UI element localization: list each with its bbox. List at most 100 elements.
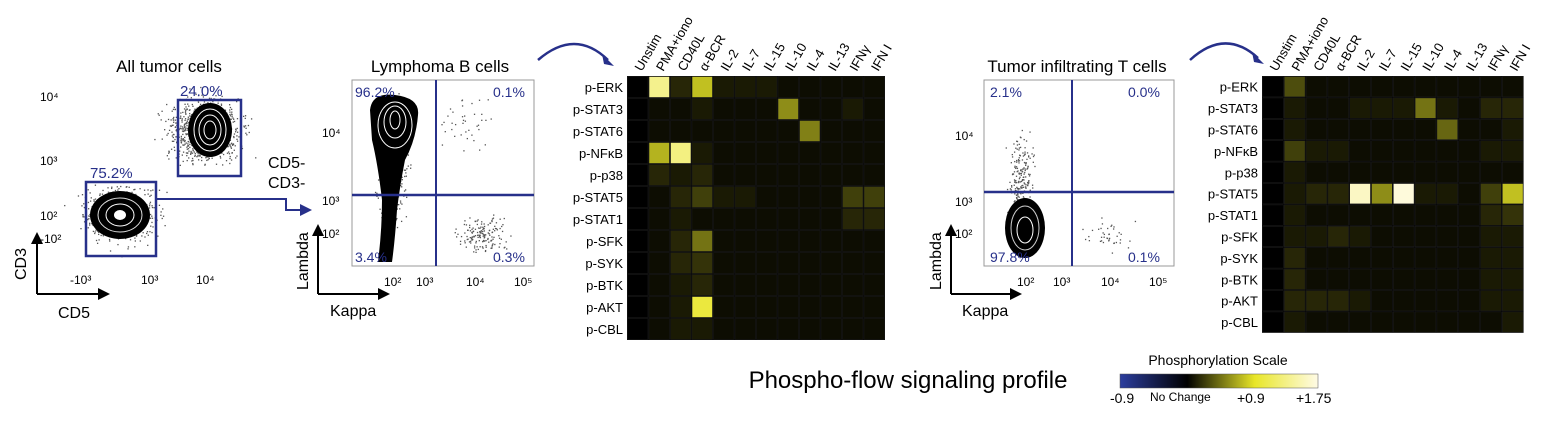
event-dot	[89, 213, 91, 216]
event-dot	[243, 125, 245, 127]
heatmap-cell	[734, 186, 756, 208]
event-dot	[112, 175, 114, 177]
event-dot	[1007, 211, 1009, 214]
heatmap-cell	[777, 296, 799, 318]
event-dot	[199, 103, 202, 106]
event-dot	[96, 230, 99, 232]
event-dot	[1101, 217, 1103, 219]
event-dot	[1021, 159, 1024, 161]
event-dot	[157, 235, 159, 237]
event-dot	[1020, 186, 1022, 188]
event-dot	[149, 201, 152, 203]
event-dot	[147, 189, 149, 191]
population-contour-lower	[90, 191, 150, 239]
event-dot	[1017, 187, 1020, 190]
heatmap-cell	[842, 208, 864, 230]
event-dot	[1024, 153, 1026, 155]
event-dot	[491, 231, 494, 233]
event-dot	[171, 140, 174, 142]
event-dot	[487, 99, 489, 101]
heatmap-cell	[1305, 311, 1328, 333]
event-dot	[403, 169, 406, 171]
heatmap-cell	[1414, 97, 1437, 119]
event-dot	[505, 241, 507, 243]
event-dot	[134, 188, 136, 191]
heatmap-cell	[1262, 268, 1284, 290]
event-dot	[206, 159, 208, 162]
event-dot	[503, 217, 505, 220]
event-dot	[170, 125, 173, 127]
event-dot	[1014, 180, 1016, 182]
heatmap-cell	[1262, 247, 1284, 269]
event-dot	[451, 122, 453, 124]
event-dot	[197, 153, 199, 155]
heatmap-cell	[1393, 97, 1415, 119]
heatmap-cell	[1327, 161, 1350, 183]
event-dot	[1111, 224, 1113, 226]
event-dot	[1027, 184, 1029, 187]
heatmap-cell	[756, 76, 778, 98]
event-dot	[1019, 155, 1022, 157]
event-dot	[492, 228, 495, 230]
event-dot	[482, 247, 484, 249]
event-dot	[1120, 233, 1122, 235]
event-dot	[1017, 192, 1019, 195]
event-dot	[173, 146, 175, 148]
event-dot	[1011, 186, 1013, 188]
event-dot	[499, 227, 501, 230]
event-dot	[229, 144, 231, 146]
event-dot	[231, 114, 233, 116]
event-dot	[102, 235, 104, 237]
event-dot	[487, 224, 489, 226]
event-dot	[495, 222, 498, 224]
event-dot	[464, 232, 466, 234]
event-dot	[404, 189, 407, 191]
event-dot	[1034, 165, 1036, 168]
heatmap-cell	[777, 230, 799, 252]
event-dot	[190, 150, 192, 153]
heatmap-cell	[1349, 76, 1371, 98]
heatmap-cell	[1393, 311, 1415, 333]
event-dot	[107, 191, 110, 193]
event-dot	[192, 150, 194, 152]
event-dot	[117, 243, 119, 246]
heatmap-cell	[756, 208, 778, 230]
event-dot	[1014, 165, 1016, 167]
event-dot	[499, 242, 501, 245]
event-dot	[175, 129, 177, 132]
heatmap-cell	[1284, 247, 1306, 269]
event-dot	[207, 102, 209, 104]
heatmap-cell	[1305, 290, 1328, 312]
event-dot	[1020, 193, 1022, 195]
event-dot	[1020, 169, 1022, 171]
event-dot	[488, 229, 491, 232]
population-contour	[370, 94, 419, 262]
heatmap-cell	[1371, 226, 1393, 248]
event-dot	[185, 123, 187, 125]
heatmap-cell	[777, 120, 799, 142]
event-dot	[94, 184, 97, 186]
heatmap-cell	[1284, 76, 1306, 98]
event-dot	[172, 136, 174, 139]
heatmap-cell	[1327, 140, 1350, 162]
event-dot	[168, 150, 170, 152]
event-dot	[180, 115, 182, 117]
event-dot	[194, 152, 196, 155]
heatmap-cell	[1371, 140, 1393, 162]
event-dot	[1103, 233, 1106, 236]
event-dot	[87, 201, 90, 204]
heatmap-cell	[627, 120, 649, 142]
event-dot	[1023, 154, 1026, 156]
event-dot	[1017, 195, 1019, 198]
event-dot	[1017, 189, 1019, 191]
event-dot	[1029, 157, 1031, 159]
event-dot	[188, 105, 190, 107]
event-dot	[228, 104, 231, 106]
event-dot	[135, 193, 137, 196]
heatmap-cell	[1436, 268, 1459, 290]
color-scale-title: Phosphorylation Scale	[1148, 352, 1288, 368]
event-dot	[184, 118, 187, 120]
heatmap-cell	[1436, 247, 1459, 269]
event-dot	[229, 139, 232, 141]
event-dot	[1016, 144, 1019, 146]
